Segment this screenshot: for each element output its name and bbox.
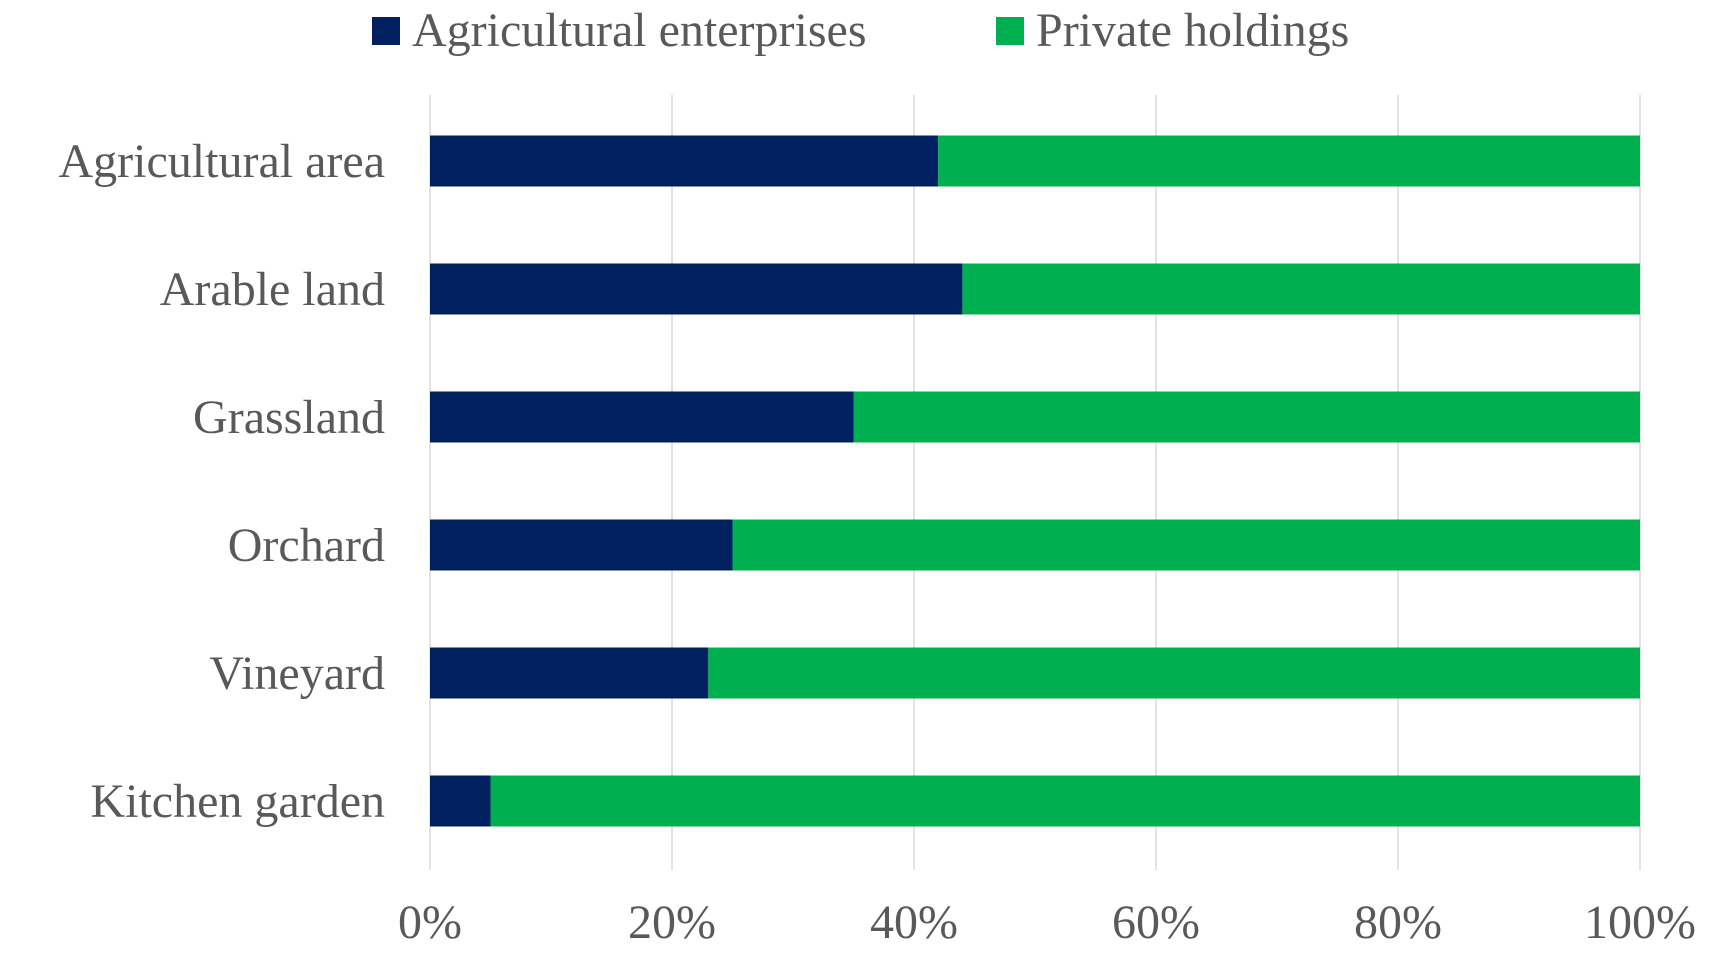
bars <box>430 135 1640 827</box>
bar-private-holdings <box>962 263 1640 315</box>
bar-private-holdings <box>490 775 1640 827</box>
bar-agricultural-enterprises <box>430 647 709 699</box>
category-label: Kitchen garden <box>90 775 385 828</box>
bar-private-holdings <box>708 647 1640 699</box>
category-label: Arable land <box>160 263 385 316</box>
category-label: Orchard <box>228 519 385 572</box>
category-label: Grassland <box>193 391 385 444</box>
x-tick-label: 100% <box>1584 896 1696 949</box>
x-tick-label: 60% <box>1112 896 1200 949</box>
bar-agricultural-enterprises <box>430 135 939 187</box>
bar-private-holdings <box>938 135 1640 187</box>
bar-private-holdings <box>732 519 1640 571</box>
legend-swatch <box>372 17 400 45</box>
x-tick-label: 80% <box>1354 896 1442 949</box>
legend: Agricultural enterprises Private holdings <box>372 4 1349 57</box>
x-tick-label: 40% <box>870 896 958 949</box>
x-tick-label: 20% <box>628 896 716 949</box>
bar-private-holdings <box>853 391 1640 443</box>
x-tick-label: 0% <box>398 896 462 949</box>
category-label: Agricultural area <box>59 135 385 188</box>
bar-agricultural-enterprises <box>430 519 733 571</box>
legend-label: Private holdings <box>1036 4 1349 57</box>
bar-agricultural-enterprises <box>430 775 491 827</box>
x-axis-tick-labels: 0% 20% 40% 60% 80% 100% <box>398 896 1696 949</box>
bar-agricultural-enterprises <box>430 391 854 443</box>
legend-label: Agricultural enterprises <box>412 4 867 57</box>
category-labels: Agricultural area Arable land Grassland Orc… <box>59 135 385 828</box>
gridlines <box>429 95 1641 870</box>
bar-agricultural-enterprises <box>430 263 963 315</box>
legend-swatch <box>996 17 1024 45</box>
category-label: Vineyard <box>209 647 385 700</box>
